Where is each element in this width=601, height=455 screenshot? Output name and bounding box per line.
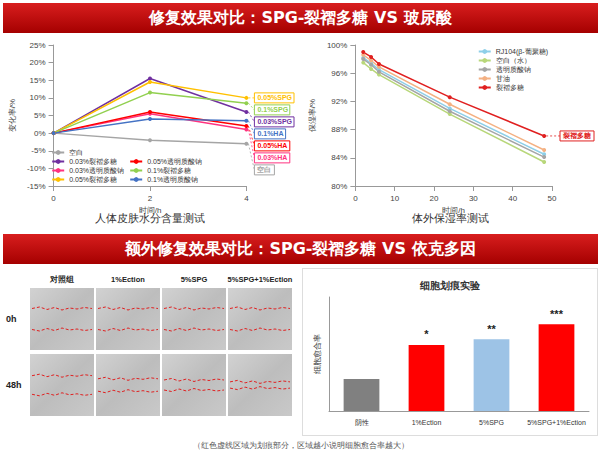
svg-text:1%Ection: 1%Ection <box>412 419 442 426</box>
svg-text:0: 0 <box>51 194 56 203</box>
svg-text:-15%: -15% <box>27 182 46 191</box>
svg-text:84%: 84% <box>331 153 347 162</box>
svg-text:空白: 空白 <box>257 165 271 173</box>
svg-text:20%: 20% <box>30 58 46 67</box>
svg-text:0.1%SPG: 0.1%SPG <box>257 106 288 113</box>
svg-text:4: 4 <box>244 194 249 203</box>
svg-text:25%: 25% <box>30 41 46 50</box>
svg-text:50: 50 <box>548 194 557 203</box>
svg-text:0.05%HA: 0.05%HA <box>257 142 287 149</box>
svg-text:10%: 10% <box>30 93 46 102</box>
svg-text:80%: 80% <box>331 182 347 191</box>
svg-text:*: * <box>424 328 429 340</box>
svg-text:人体皮肤水分含量测试: 人体皮肤水分含量测试 <box>95 212 205 224</box>
html-text:修复效果对比：SPG-裂褶多糖 VS 玻尿酸: 修复效果对比：SPG-裂褶多糖 VS 玻尿酸 <box>149 8 452 27</box>
svg-text:保湿率/%: 保湿率/% <box>308 99 317 132</box>
svg-text:0: 0 <box>353 194 358 203</box>
svg-text:5%SPG: 5%SPG <box>479 419 504 426</box>
svg-text:-5%: -5% <box>31 146 45 155</box>
svg-text:-10%: -10% <box>27 164 46 173</box>
svg-text:10: 10 <box>390 194 399 203</box>
svg-text:0.05%透明质酸钠: 0.05%透明质酸钠 <box>147 158 202 165</box>
svg-text:***: *** <box>550 308 564 320</box>
svg-text:体外保湿率测试: 体外保湿率测试 <box>412 212 489 224</box>
svg-text:**: ** <box>487 323 496 335</box>
svg-text:0.03%裂褶多糖: 0.03%裂褶多糖 <box>69 158 117 165</box>
svg-text:阴性: 阴性 <box>355 419 369 426</box>
svg-text:5%SPG+1%Ection: 5%SPG+1%Ection <box>228 275 293 284</box>
svg-text:100%: 100% <box>327 41 347 50</box>
svg-text:2: 2 <box>148 194 153 203</box>
svg-text:0.03%HA: 0.03%HA <box>257 154 287 161</box>
svg-text:0.03%SPG: 0.03%SPG <box>257 118 292 125</box>
svg-text:20: 20 <box>430 194 439 203</box>
svg-text:1%Ection: 1%Ection <box>111 275 145 284</box>
svg-text:0.05%裂褶多糖: 0.05%裂褶多糖 <box>69 176 117 183</box>
svg-text:48h: 48h <box>6 380 22 390</box>
svg-text:细胞划痕实验: 细胞划痕实验 <box>419 280 481 291</box>
svg-text:0.1%裂褶多糖: 0.1%裂褶多糖 <box>147 167 191 174</box>
svg-text:5%SPG+1%Ection: 5%SPG+1%Ection <box>527 419 586 426</box>
svg-text:88%: 88% <box>331 125 347 134</box>
svg-text:裂褶多糖: 裂褶多糖 <box>562 131 591 140</box>
svg-text:甘油: 甘油 <box>496 75 510 82</box>
svg-text:96%: 96% <box>331 69 347 78</box>
svg-text:92%: 92% <box>331 97 347 106</box>
svg-text:0.03%透明质酸钠: 0.03%透明质酸钠 <box>69 167 124 174</box>
svg-text:空白: 空白 <box>69 149 83 156</box>
html-text:（红色虚线区域为划痕部分，区域越小说明细胞愈合率越大）: （红色虚线区域为划痕部分，区域越小说明细胞愈合率越大） <box>192 441 409 450</box>
svg-text:对照组: 对照组 <box>49 275 74 284</box>
svg-text:透明质酸钠: 透明质酸钠 <box>496 66 531 73</box>
svg-text:0.1%透明质酸钠: 0.1%透明质酸钠 <box>147 176 198 183</box>
svg-text:RJ104(β-葡聚糖): RJ104(β-葡聚糖) <box>496 48 548 56</box>
svg-text:变化率/%: 变化率/% <box>8 99 17 132</box>
svg-text:0%: 0% <box>34 129 46 138</box>
svg-text:0.1%HA: 0.1%HA <box>257 130 283 137</box>
svg-text:15%: 15% <box>30 76 46 85</box>
svg-text:0h: 0h <box>6 314 17 324</box>
svg-text:30: 30 <box>469 194 478 203</box>
svg-text:5%SPG: 5%SPG <box>181 275 208 284</box>
svg-text:5%: 5% <box>34 111 46 120</box>
html-text:额外修复效果对比：SPG-裂褶多糖 VS 依克多因: 额外修复效果对比：SPG-裂褶多糖 VS 依克多因 <box>125 239 476 258</box>
svg-text:40: 40 <box>508 194 517 203</box>
svg-text:0.05%SPG: 0.05%SPG <box>257 94 292 101</box>
svg-text:裂褶多糖: 裂褶多糖 <box>496 84 524 91</box>
svg-text:空白（水）: 空白（水） <box>496 57 531 65</box>
svg-text:细胞愈合率: 细胞愈合率 <box>313 334 322 374</box>
